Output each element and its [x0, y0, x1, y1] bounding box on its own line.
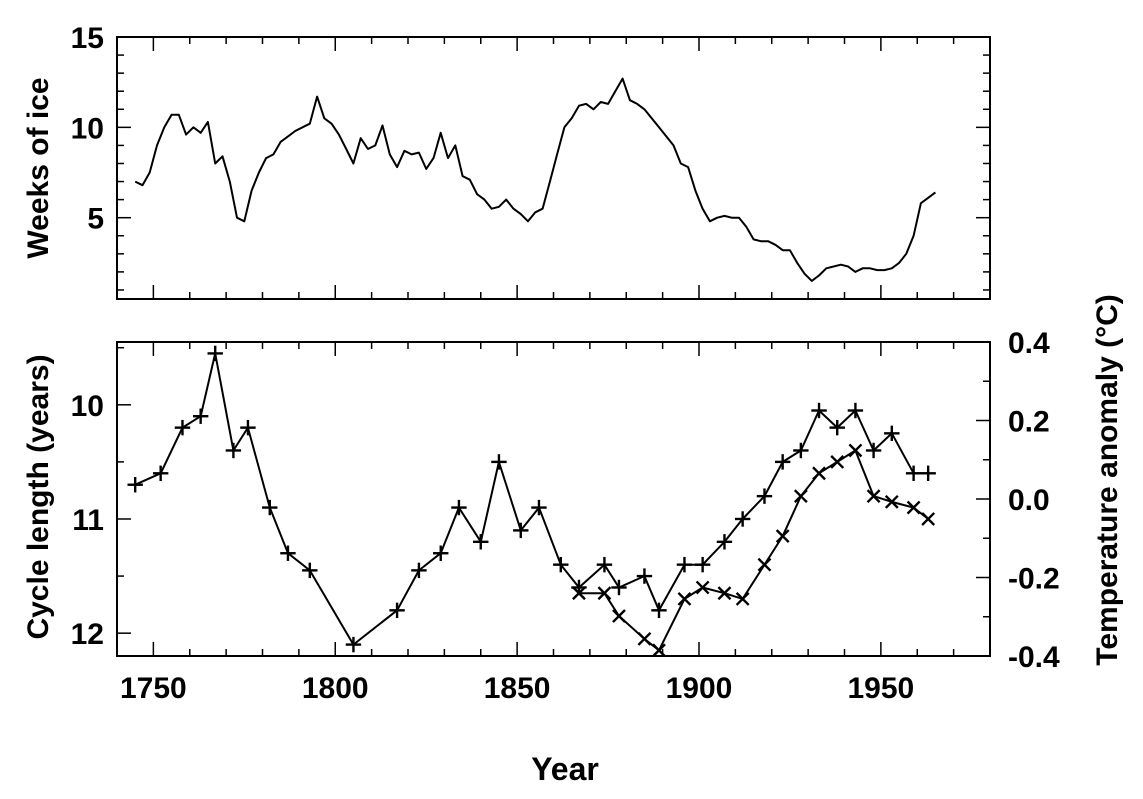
x-marker — [830, 454, 845, 469]
x-marker — [775, 529, 790, 544]
plus-marker — [865, 442, 882, 459]
cycle-series-line-1 — [134, 352, 929, 646]
plus-marker — [774, 454, 791, 470]
x-marker — [866, 489, 881, 504]
plus-marker — [491, 454, 507, 470]
plus-marker — [207, 345, 223, 362]
plus-marker — [513, 522, 529, 539]
x-marker — [921, 512, 936, 526]
x-tick-label: 1900 — [666, 672, 733, 705]
plus-marker — [716, 534, 733, 550]
x-marker — [597, 586, 612, 601]
y-tick-label: 10 — [71, 112, 104, 145]
cycle-plot-frame — [116, 341, 991, 657]
plus-marker — [411, 562, 427, 579]
plus-marker — [127, 477, 143, 493]
ice-panel: Weeks of ice 5 10 15 — [22, 22, 991, 300]
plus-marker — [829, 419, 845, 436]
plus-marker — [920, 465, 936, 482]
x-tick-label: 1750 — [120, 672, 187, 705]
x-marker — [717, 586, 732, 601]
x-marker — [735, 592, 750, 606]
x-marker — [572, 586, 586, 601]
temperature-anomaly-axis-label: Temperature anomaly (°C) — [1091, 294, 1124, 666]
y2-tick-label: -0.4 — [1008, 641, 1060, 674]
plus-marker — [473, 534, 489, 550]
x-marker — [652, 643, 666, 658]
plus-marker — [651, 602, 667, 619]
year-axis-label: Year — [531, 751, 599, 787]
y2-tick-label: 0.2 — [1008, 406, 1050, 439]
plus-marker — [793, 442, 809, 459]
x-marker — [637, 631, 652, 646]
y2-tick-label: 0.4 — [1008, 327, 1050, 360]
y-tick-label: 12 — [71, 618, 104, 651]
y2-tick-label: 0.0 — [1008, 484, 1050, 517]
weeks-of-ice-axis-label: Weeks of ice — [22, 77, 55, 258]
plus-marker — [676, 556, 693, 573]
plus-marker — [553, 556, 569, 573]
plus-marker — [225, 442, 242, 459]
y2-tick-label: -0.2 — [1008, 563, 1060, 596]
plus-marker — [280, 545, 296, 561]
x-marker — [884, 494, 899, 509]
plus-marker — [596, 556, 613, 573]
y-tick-label: 10 — [71, 390, 104, 423]
plus-marker — [302, 562, 318, 579]
cycle-series-line-2 — [579, 449, 929, 652]
x-marker — [812, 466, 826, 481]
cycle-length-axis-label: Cycle length (years) — [22, 354, 55, 639]
y-tick-label: 5 — [87, 203, 104, 236]
plus-marker — [694, 556, 711, 573]
plus-marker — [262, 499, 278, 516]
x-marker — [848, 443, 863, 458]
plus-marker — [240, 419, 256, 436]
y-tick-label: 11 — [72, 504, 104, 537]
cycle-length-panel: Cycle length (years) Temperature anomaly… — [22, 294, 1124, 787]
plus-marker — [345, 636, 362, 653]
x-marker — [677, 592, 692, 606]
plus-marker — [847, 402, 864, 419]
x-marker — [757, 557, 772, 572]
x-tick-label: 1950 — [848, 672, 915, 705]
y-tick-label: 15 — [71, 22, 104, 55]
plus-marker — [192, 408, 209, 424]
plus-marker — [611, 579, 627, 596]
x-marker — [612, 609, 626, 623]
x-marker — [793, 489, 808, 504]
plus-marker — [389, 602, 405, 619]
x-tick-label: 1850 — [484, 672, 551, 705]
plus-marker — [884, 425, 900, 442]
x-marker — [906, 500, 921, 515]
plus-marker — [734, 511, 751, 527]
plus-marker — [174, 419, 191, 436]
plus-marker — [811, 402, 827, 419]
plus-marker — [451, 499, 467, 516]
plus-marker — [152, 465, 169, 482]
weeks-of-ice-line — [134, 77, 937, 282]
x-marker — [695, 580, 710, 595]
plus-marker — [756, 488, 773, 504]
plus-marker — [531, 499, 547, 516]
plus-marker — [905, 465, 922, 482]
plus-marker — [636, 568, 653, 584]
plus-marker — [433, 545, 449, 561]
x-tick-label: 1800 — [302, 672, 369, 705]
